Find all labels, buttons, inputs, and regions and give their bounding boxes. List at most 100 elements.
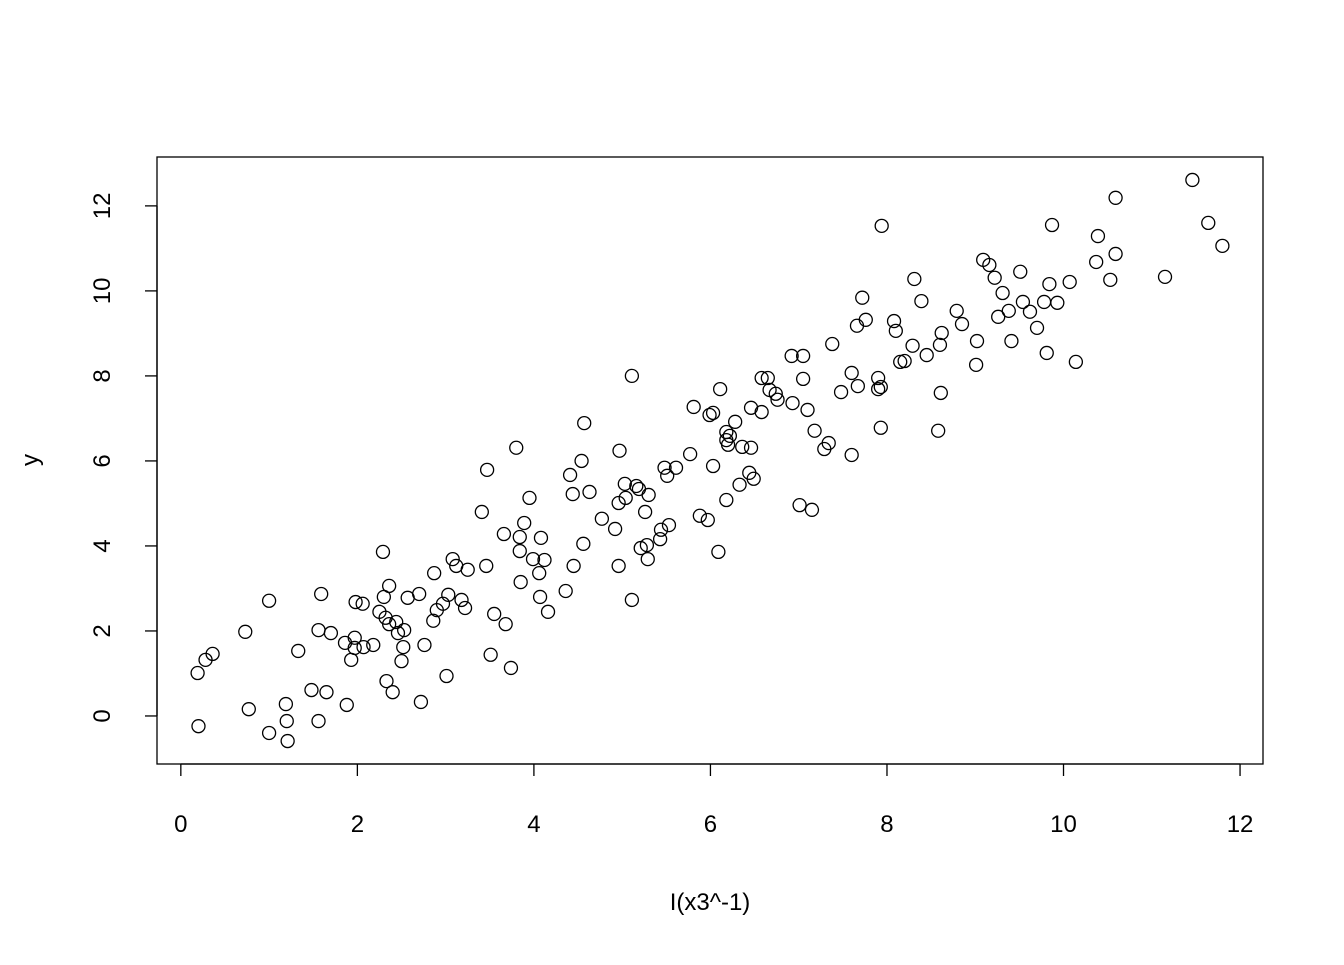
data-point — [381, 578, 397, 594]
data-point — [1022, 304, 1038, 319]
y-tick-label: 4 — [89, 539, 116, 552]
data-point — [914, 293, 929, 309]
data-point — [968, 357, 984, 373]
data-point — [261, 725, 277, 741]
data-point — [397, 622, 412, 638]
data-point — [379, 673, 394, 689]
data-point — [291, 643, 306, 659]
data-point — [743, 440, 759, 455]
data-point — [732, 477, 747, 492]
data-point — [722, 428, 738, 443]
data-point — [205, 646, 220, 662]
data-point — [785, 395, 800, 411]
data-point — [339, 697, 354, 713]
data-point — [1108, 246, 1123, 262]
data-point — [700, 512, 715, 528]
y-axis: 0 2 4 6 8 10 12 — [89, 193, 158, 723]
data-point — [487, 606, 502, 622]
data-point — [987, 270, 1002, 285]
data-point — [705, 458, 721, 474]
data-point — [509, 440, 524, 455]
data-point — [562, 467, 578, 483]
data-point — [660, 468, 675, 483]
data-point — [969, 333, 985, 349]
data-point — [640, 551, 655, 567]
data-point — [795, 348, 811, 364]
data-point — [190, 665, 205, 681]
data-point — [905, 338, 920, 353]
data-point — [652, 531, 668, 547]
data-point — [454, 592, 469, 608]
data-point — [844, 365, 859, 381]
data-point — [279, 713, 294, 729]
data-point — [719, 492, 734, 508]
data-point — [280, 733, 295, 749]
data-point — [479, 558, 494, 574]
data-point — [932, 337, 948, 353]
y-tick-label: 12 — [89, 193, 116, 220]
data-point — [612, 443, 627, 458]
data-point — [319, 685, 334, 700]
data-point — [919, 347, 934, 363]
data-point — [389, 614, 404, 630]
data-point — [366, 637, 381, 653]
data-point — [886, 313, 902, 329]
data-point — [611, 495, 626, 511]
data-point — [871, 370, 886, 386]
data-point — [537, 552, 552, 568]
data-point — [356, 639, 371, 655]
data-point — [653, 522, 669, 537]
data-point — [931, 423, 946, 438]
data-point — [381, 617, 397, 632]
data-point — [1039, 345, 1054, 361]
data-point — [711, 544, 726, 560]
data-point — [445, 551, 460, 567]
data-point — [385, 685, 400, 700]
data-point — [532, 565, 547, 581]
data-point — [278, 696, 294, 712]
data-point — [705, 405, 721, 421]
data-point — [577, 415, 592, 431]
y-axis-label: y — [17, 454, 44, 466]
data-point — [934, 325, 949, 341]
data-point — [323, 625, 339, 641]
data-point — [982, 257, 997, 273]
data-point — [412, 586, 427, 602]
data-point — [713, 381, 728, 397]
x-tick-label: 4 — [527, 811, 540, 838]
data-point — [348, 594, 363, 610]
data-point — [1004, 333, 1019, 349]
data-point — [417, 637, 432, 653]
data-point — [907, 271, 922, 287]
data-point — [512, 529, 527, 545]
data-point — [1050, 295, 1065, 310]
data-point — [435, 596, 451, 611]
data-point — [849, 318, 865, 333]
x-tick-label: 0 — [174, 811, 187, 838]
data-point — [474, 504, 489, 520]
data-point — [686, 399, 701, 415]
data-point — [735, 439, 750, 455]
data-point — [897, 353, 912, 369]
data-point — [661, 517, 677, 533]
data-point — [426, 613, 441, 628]
data-point — [540, 604, 556, 619]
data-point — [396, 639, 411, 655]
data-point — [457, 600, 473, 616]
data-point — [525, 551, 541, 567]
data-point — [439, 668, 454, 684]
x-tick-label: 6 — [704, 811, 717, 838]
y-tick-label: 10 — [89, 278, 116, 305]
data-point — [337, 635, 353, 651]
data-point — [795, 371, 811, 387]
data-point — [347, 630, 362, 645]
data-point — [594, 511, 610, 526]
data-point — [576, 536, 591, 551]
data-point — [800, 402, 815, 418]
data-points — [190, 172, 1230, 749]
data-point — [825, 336, 840, 352]
data-point — [641, 487, 656, 503]
data-point — [460, 562, 475, 577]
data-point — [954, 316, 970, 332]
